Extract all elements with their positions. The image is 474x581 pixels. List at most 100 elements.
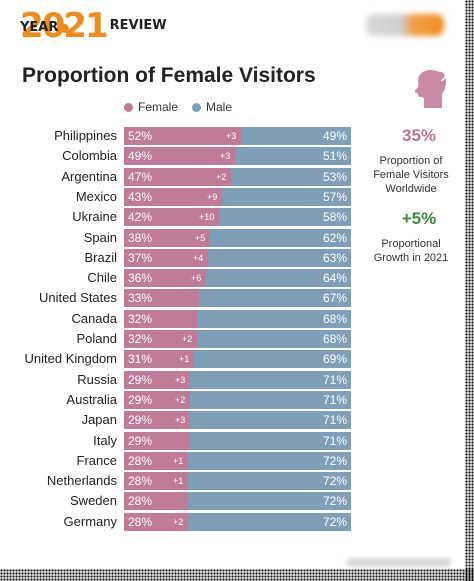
chart-row: United Kingdom 31% +1 69% [0, 350, 360, 369]
female-value-label: 38% [128, 230, 153, 245]
male-value-label: 68% [322, 311, 347, 326]
female-value-label: 28% [128, 453, 153, 468]
male-value-label: 72% [322, 514, 347, 529]
chart-row: Australia 29% +2 71% [0, 390, 360, 409]
male-bar: 38% +5 62% [124, 228, 351, 247]
chart-row: Netherlands 28% +1 72% [0, 472, 360, 491]
legend-label-male: Male [206, 100, 233, 114]
male-bar: 31% +1 69% [124, 350, 351, 369]
chart-row: Spain 38% +5 62% [0, 228, 360, 247]
female-value-label: 37% [128, 250, 153, 265]
category-label: Japan [81, 412, 117, 428]
category-label: Brazil [84, 249, 117, 265]
male-value-label: 51% [322, 149, 347, 164]
category-label: Netherlands [46, 473, 117, 489]
female-bar [124, 167, 231, 186]
female-value-label: 29% [128, 372, 153, 387]
female-change-label: +2 [175, 394, 186, 405]
female-value-label: 29% [128, 392, 153, 407]
female-value-label: 32% [128, 311, 153, 326]
female-change-label: +3 [175, 415, 186, 426]
category-label: Colombia [62, 148, 117, 164]
male-bar: 28% +2 72% [124, 512, 351, 531]
category-label: France [76, 452, 117, 468]
category-label: Italy [93, 432, 117, 448]
female-value-label: 29% [128, 413, 153, 428]
female-value-label: 28% [128, 514, 153, 529]
female-value-label: 28% [128, 494, 153, 509]
female-change-label: +3 [226, 131, 237, 141]
female-head-silhouette-icon [414, 70, 446, 108]
male-bar: 42% +10 58% [124, 208, 351, 227]
category-label: Ukraine [72, 209, 117, 225]
male-value-label: 72% [322, 474, 347, 489]
male-value-label: 72% [322, 453, 347, 468]
male-bar: 52% +3 49% [124, 127, 351, 145]
blurred-brand-logo [366, 14, 444, 36]
female-bar [124, 350, 194, 369]
female-bar [124, 269, 206, 288]
torn-edge-bottom [0, 569, 474, 581]
female-value-label: 42% [128, 210, 153, 225]
logo-subtitle: YEAR REVIEW [20, 19, 167, 35]
female-bar [124, 248, 208, 267]
male-value-label: 71% [322, 413, 347, 428]
female-change-label: +3 [175, 374, 186, 385]
category-label: United States [38, 290, 117, 306]
male-bar: 28% 72% [124, 492, 351, 511]
female-value-label: 29% [128, 433, 153, 448]
female-value-label: 31% [128, 352, 153, 367]
category-label: Australia [66, 391, 117, 407]
female-value-label: 49% [128, 149, 153, 164]
female-bar [124, 208, 219, 227]
male-bar: 29% +3 71% [124, 370, 351, 389]
female-bar [124, 309, 197, 328]
female-value-label: 36% [128, 271, 153, 286]
female-value-label: 32% [128, 332, 153, 346]
female-bar [124, 512, 188, 531]
chart-row: Brazil 37% +4 63% [0, 248, 360, 267]
chart-row: Italy 29% 71% [0, 431, 360, 450]
female-bar [124, 330, 197, 348]
chart-row: Chile 36% +6 64% [0, 269, 360, 288]
male-bar: 33% 67% [124, 289, 351, 308]
male-bar: 49% +3 51% [124, 147, 351, 166]
female-bar [124, 390, 190, 409]
male-bar: 43% +9 57% [124, 187, 351, 206]
male-value-label: 67% [322, 291, 347, 306]
female-bar [124, 289, 199, 308]
male-value-label: 72% [322, 494, 347, 509]
female-bar [124, 228, 210, 247]
category-label: Russia [77, 371, 117, 387]
chart-row: France 28% +1 72% [0, 451, 360, 470]
female-change-label: +10 [199, 212, 215, 223]
female-change-label: +4 [193, 252, 204, 263]
male-bar: 28% +1 72% [124, 472, 351, 491]
chart-row: Russia 29% +3 71% [0, 370, 360, 389]
male-bar: 37% +4 63% [124, 248, 351, 267]
category-label: Chile [87, 270, 117, 286]
male-value-label: 57% [322, 189, 347, 204]
chart-row: Philippines 52% +3 49% [0, 127, 360, 145]
female-bar [124, 147, 235, 166]
category-label: Mexico [75, 188, 117, 204]
category-label: Poland [76, 331, 117, 346]
female-change-label: +1 [173, 455, 184, 466]
chart-legend: Female Male [124, 99, 246, 115]
female-bar [124, 451, 188, 470]
category-label: Argentina [61, 168, 117, 184]
chart-row: Mexico 43% +9 57% [0, 187, 360, 206]
female-change-label: +1 [173, 476, 184, 487]
chart-row: Ukraine 42% +10 58% [0, 208, 360, 227]
female-change-label: +1 [179, 354, 190, 365]
female-share-label: Proportion of Female Visitors Worldwide [373, 155, 449, 195]
female-change-label: +2 [182, 334, 193, 344]
male-bar: 29% 71% [124, 431, 351, 450]
male-value-label: 53% [322, 169, 347, 184]
male-value-label: 69% [322, 352, 347, 367]
female-value-label: 52% [128, 129, 153, 143]
male-bar: 36% +6 64% [124, 269, 351, 288]
female-bar [124, 127, 241, 145]
female-change-label: +9 [207, 191, 218, 202]
